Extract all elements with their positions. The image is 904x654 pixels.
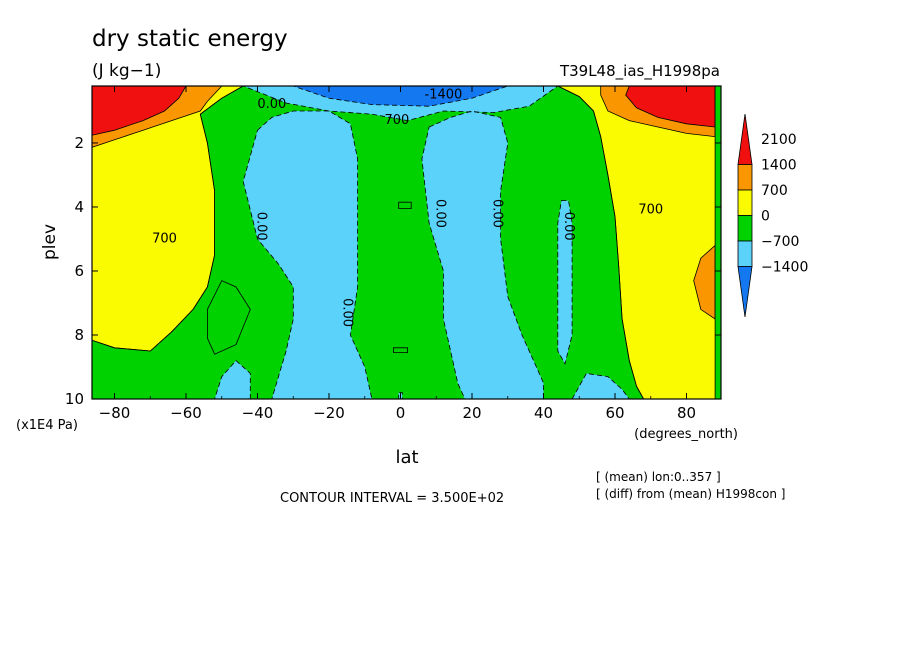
contour-region-7 bbox=[393, 347, 408, 353]
contour-line-13 bbox=[92, 86, 223, 148]
contour-region-2 bbox=[293, 86, 508, 107]
note-mean: [ (mean) lon:0..357 ] bbox=[596, 470, 721, 484]
contour-label-8: 0.00 bbox=[561, 212, 576, 241]
contour-line-16 bbox=[600, 86, 716, 138]
contour-line-11 bbox=[398, 392, 403, 399]
contour-line-6 bbox=[398, 201, 412, 210]
contour-label-2: 700 bbox=[385, 113, 410, 128]
note-diff: [ (diff) from (mean) H1998con ] bbox=[596, 487, 785, 501]
x-tick-label-6: 40 bbox=[534, 404, 553, 422]
y-axis-units: (x1E4 Pa) bbox=[16, 418, 78, 433]
contour-region-4 bbox=[243, 111, 372, 399]
colorbar-label-1: 1400 bbox=[761, 158, 797, 174]
contour-line-12 bbox=[92, 86, 245, 352]
colorbar-swatch-0 bbox=[737, 113, 753, 165]
x-tick-label-8: 80 bbox=[677, 404, 696, 422]
contour-region-15 bbox=[557, 86, 716, 399]
contour-line-4 bbox=[242, 110, 373, 399]
contour-label-0: -1400 bbox=[425, 87, 463, 102]
chart-units: (J kg−1) bbox=[92, 61, 161, 81]
contour-line-7 bbox=[392, 347, 409, 354]
contour-label-9: 700 bbox=[638, 203, 663, 218]
plot-area: -1400 0.00 700 0.00 700 0.00 0.00 0.00 0.00 700 bbox=[92, 86, 721, 399]
colorbar-swatch-2 bbox=[737, 189, 753, 216]
contour-line-2 bbox=[293, 86, 508, 107]
x-axis-units: (degrees_north) bbox=[634, 427, 738, 442]
contour-label-1: 0.00 bbox=[257, 97, 286, 112]
contour-line-9 bbox=[557, 200, 573, 365]
x-tick-label-2: −40 bbox=[242, 404, 274, 422]
contour-line-17 bbox=[625, 86, 716, 128]
contour-line-1 bbox=[243, 86, 559, 122]
contour-label-3: 0.00 bbox=[254, 212, 269, 241]
y-tick-label-1: 4 bbox=[74, 198, 84, 216]
contour-interval: CONTOUR INTERVAL = 3.500E+02 bbox=[280, 491, 504, 506]
contour-line-14 bbox=[92, 86, 187, 136]
contour-line-15 bbox=[557, 86, 716, 399]
contour-label-4: 700 bbox=[152, 231, 177, 246]
contour-region-5 bbox=[207, 280, 251, 355]
plot-frame bbox=[91, 85, 722, 400]
colorbar-label-3: 0 bbox=[761, 209, 770, 225]
contour-label-6: 0.00 bbox=[432, 199, 447, 228]
contour-region-12 bbox=[92, 86, 244, 351]
contour-region-17 bbox=[625, 86, 716, 127]
y-tick-label-2: 6 bbox=[74, 262, 84, 280]
contour-line-5 bbox=[206, 280, 251, 355]
colorbar-label-2: 700 bbox=[761, 183, 788, 199]
colorbar-label-5: −1400 bbox=[761, 260, 808, 276]
contour-line-18 bbox=[693, 244, 716, 320]
contour-region-9 bbox=[557, 200, 573, 364]
y-tick-label-4: 10 bbox=[65, 390, 84, 408]
colorbar-label-0: 2100 bbox=[761, 132, 797, 148]
y-axis-label: plev bbox=[40, 224, 60, 260]
colorbar-swatch-1 bbox=[737, 164, 753, 191]
contour-label-7: 0.00 bbox=[490, 199, 505, 228]
x-tick-label-3: −20 bbox=[313, 404, 345, 422]
colorbar-swatch-5 bbox=[737, 266, 753, 318]
colorbar-swatch-4 bbox=[737, 240, 753, 267]
x-tick-label-7: 60 bbox=[605, 404, 624, 422]
y-tick-label-0: 2 bbox=[74, 134, 84, 152]
colorbar: 2100 1400 700 0 −700 −1400 bbox=[737, 113, 808, 318]
contour-region-6 bbox=[398, 202, 412, 209]
x-tick-label-4: 0 bbox=[396, 404, 406, 422]
x-tick-label-0: −80 bbox=[99, 404, 131, 422]
y-tick-label-3: 8 bbox=[74, 326, 84, 344]
contour-label-5: 0.00 bbox=[339, 298, 354, 327]
contour-region-14 bbox=[92, 86, 186, 136]
contour-region-10 bbox=[572, 373, 630, 399]
colorbar-label-4: −700 bbox=[761, 234, 799, 250]
x-axis-label: lat bbox=[395, 447, 418, 468]
contour-region-8 bbox=[421, 111, 544, 399]
contour-line-10 bbox=[571, 372, 630, 399]
colorbar-swatch-3 bbox=[737, 215, 753, 242]
run-label: T39L48_ias_H1998pa bbox=[559, 62, 720, 81]
contour-region-3 bbox=[214, 360, 251, 399]
chart-title: dry static energy bbox=[92, 26, 288, 52]
x-tick-label-5: 20 bbox=[462, 404, 481, 422]
x-tick-label-1: −60 bbox=[170, 404, 202, 422]
